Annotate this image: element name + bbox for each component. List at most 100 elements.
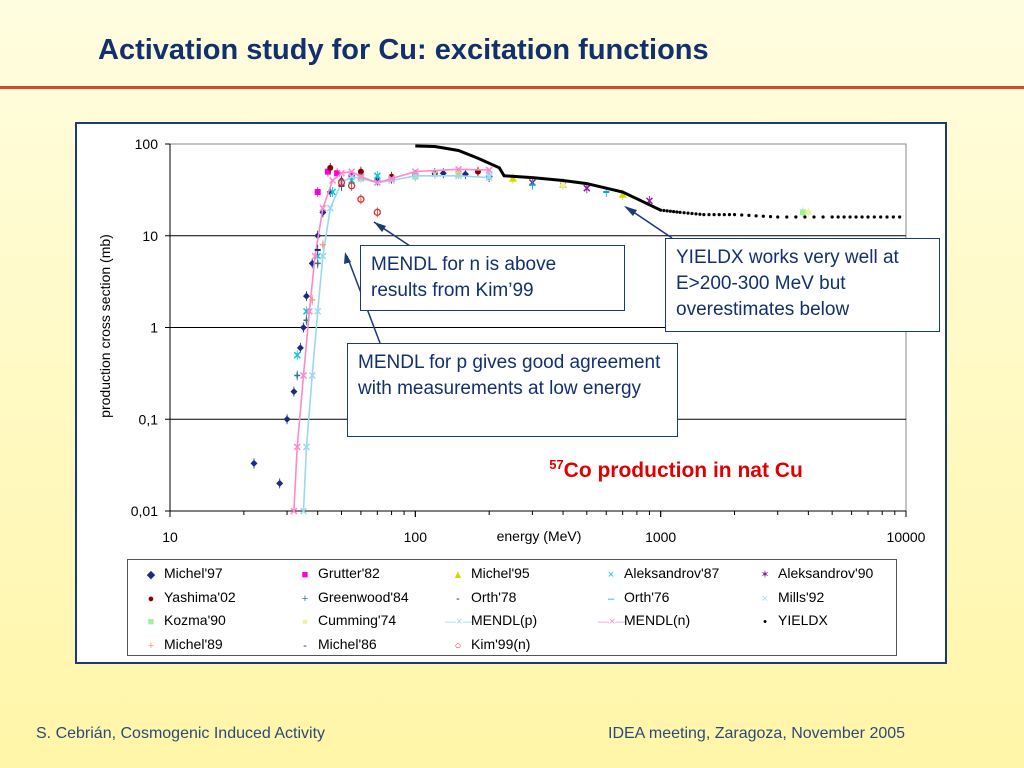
legend-label: Grutter'82: [318, 565, 380, 581]
data-point-mendl-n: [388, 175, 396, 183]
legend-label: Mills'92: [778, 588, 825, 605]
data-point-yieldx: [747, 213, 751, 218]
chart-legend: ◆ Michel'97 ■ Grutter'82 ▲ Michel'95 × Aleksand…: [127, 559, 897, 656]
data-point-mendl-n: [305, 307, 313, 315]
series-line-mendl-p: [302, 175, 490, 512]
data-point-yieldx: [682, 211, 686, 215]
data-point-yieldx: [785, 215, 789, 219]
callout-mendl-n: MENDL for n is above results from Kim’99: [360, 245, 625, 311]
data-point-mendl-p: [326, 204, 334, 212]
data-point-yieldx: [678, 210, 682, 214]
series-layer: [250, 144, 902, 515]
legend-marker-icon: —×—: [598, 616, 627, 628]
data-point-mendl-p: [319, 252, 327, 260]
data-point-michel-97: [299, 324, 307, 331]
legend-marker-icon: —×—: [445, 616, 474, 628]
data-point-yieldx: [860, 215, 864, 219]
data-point-yieldx: [732, 213, 737, 217]
data-point-yieldx: [885, 215, 889, 219]
y-tick-label: 10: [142, 228, 158, 244]
data-point-mendl-n: [329, 176, 337, 185]
title-rule: [0, 86, 1024, 89]
legend-item: ✶ Aleksandrov'90: [752, 562, 873, 584]
data-point-grutter-82: [334, 170, 341, 177]
data-point-mendl-p: [299, 507, 308, 515]
data-point-yieldx: [768, 215, 773, 219]
data-point-yieldx: [898, 215, 902, 219]
axis-layer: 0,01 0,1 1 10 100 10 100 1000 10000: [131, 136, 926, 545]
data-point-michel-97: [439, 169, 447, 177]
legend-marker-icon: ●: [301, 616, 309, 628]
legend-item: ● Yashima'02: [138, 586, 236, 608]
data-point-michel-97: [290, 388, 298, 396]
data-point-yieldx: [662, 208, 666, 213]
legend-item: × Aleksandrov'87: [598, 562, 720, 584]
data-point-mendl-n: [411, 168, 419, 176]
data-point-yieldx: [842, 215, 846, 219]
data-point-michel-95: [618, 190, 627, 198]
data-point-yashima-02: [357, 168, 364, 175]
data-point-greenwood-84: [294, 372, 301, 379]
legend-marker-icon: –: [607, 592, 615, 605]
legend-item: ◆ Michel'97: [138, 562, 223, 584]
data-point-mendl-p: [348, 173, 356, 181]
legend-item: —×—MENDL(p): [445, 609, 537, 631]
legend-label: Greenwood'84: [318, 588, 409, 605]
legend-marker-icon: +: [301, 592, 309, 605]
legend-item: ■ Kozma'90: [138, 609, 226, 631]
product-label: 57Co production in nat Cu: [549, 457, 803, 482]
legend-marker-icon: ×: [761, 592, 769, 605]
data-point-yieldx: [848, 215, 852, 219]
legend-item: - Michel'86: [292, 633, 377, 655]
data-point-yieldx: [821, 215, 825, 219]
x-tick-label: 1000: [645, 529, 676, 545]
data-point-yieldx: [698, 212, 702, 216]
data-point-yieldx: [776, 215, 780, 219]
data-point-yieldx: [812, 215, 816, 219]
legend-marker-icon: -: [303, 639, 307, 652]
data-point-yieldx: [761, 214, 765, 218]
data-point-mendl-n: [348, 168, 356, 176]
data-point-yieldx: [717, 213, 721, 217]
data-point-yieldx: [740, 213, 744, 217]
data-point-yashima-02: [327, 164, 334, 171]
data-point-mendl-n: [319, 204, 327, 212]
legend-marker-icon: ◆: [146, 569, 156, 581]
data-point-cumming-74: [560, 181, 567, 188]
legend-label: Orth'78: [471, 588, 517, 605]
data-point-series-18: [250, 459, 258, 467]
data-point-kim-99-n: [337, 178, 346, 187]
data-point-michel-97: [276, 479, 284, 487]
data-point-michel-97: [296, 344, 304, 352]
data-point-aleksandrov-90: [583, 184, 591, 192]
data-point-michel-89: [309, 296, 316, 303]
footer-left: S. Cebrián, Cosmogenic Induced Activity: [36, 725, 326, 742]
y-axis-label: production cross section (mb): [97, 234, 113, 418]
series-line-yieldx: [415, 144, 662, 212]
x-axis-label: energy (MeV): [497, 528, 582, 544]
data-point-yieldx: [672, 210, 676, 214]
callout-mendl-p: MENDL for p gives good agreement with me…: [347, 343, 678, 437]
data-point-mendl-p: [314, 307, 322, 315]
legend-item: ● Cumming'74: [292, 609, 396, 631]
data-point-yieldx: [836, 215, 840, 219]
legend-label: Michel'97: [164, 565, 223, 581]
legend-item: ▲ Michel'95: [445, 562, 530, 584]
data-point-yieldx: [830, 215, 834, 219]
data-point-kozma-90: [799, 209, 806, 216]
data-point-mendl-n: [357, 173, 365, 181]
legend-marker-icon: +: [147, 639, 155, 652]
data-point-yieldx: [722, 213, 726, 217]
data-point-mendl-n: [293, 443, 301, 451]
x-tick-label: 10000: [887, 529, 926, 545]
data-point-michel-89: [319, 241, 326, 248]
legend-marker-icon: ▲: [452, 569, 464, 581]
legend-label: Kozma'90: [164, 612, 226, 628]
callout-yieldx: YIELDX works very well at E>200-300 MeV …: [665, 238, 940, 332]
legend-item: —×—MENDL(n): [598, 609, 690, 631]
data-point-yieldx: [872, 215, 876, 219]
data-point-mendl-n: [373, 179, 381, 187]
legend-marker-icon: ✶: [760, 569, 770, 581]
data-point-yieldx: [794, 215, 798, 219]
data-point-yieldx: [702, 213, 706, 217]
